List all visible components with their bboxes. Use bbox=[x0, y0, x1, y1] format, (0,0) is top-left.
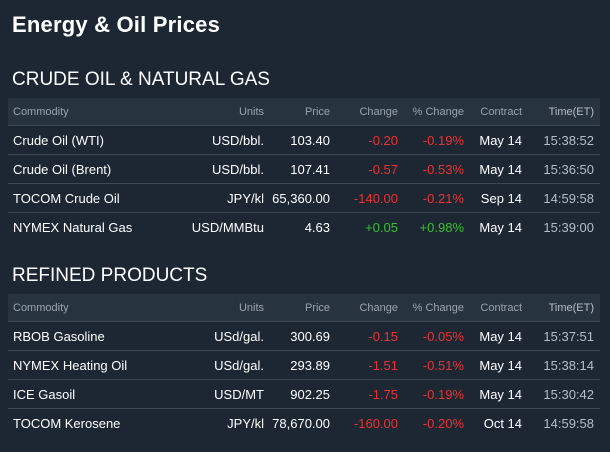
column-header-time[interactable]: Time(ET) bbox=[536, 294, 600, 322]
column-header-time[interactable]: Time(ET) bbox=[536, 98, 600, 126]
table-row[interactable]: ICE Gasoil USD/MT 902.25 -1.75 -0.19% May 14 1… bbox=[8, 379, 600, 409]
column-header-change[interactable]: Change bbox=[334, 98, 402, 126]
time-cell: 15:36:50 bbox=[536, 154, 600, 184]
pct-change-cell: -0.05% bbox=[402, 321, 468, 351]
contract-cell: Sep 14 bbox=[468, 183, 536, 213]
column-header-price[interactable]: Price bbox=[268, 294, 334, 322]
change-cell: -1.51 bbox=[334, 350, 402, 380]
price-cell: 103.40 bbox=[268, 125, 334, 155]
pct-change-cell: -0.21% bbox=[402, 183, 468, 213]
time-cell: 15:30:42 bbox=[536, 379, 600, 409]
contract-cell: May 14 bbox=[468, 212, 536, 241]
commodity-cell[interactable]: RBOB Gasoline bbox=[8, 321, 180, 351]
units-cell: USD/MMBtu bbox=[180, 212, 268, 241]
table-row[interactable]: Crude Oil (WTI) USD/bbl. 103.40 -0.20 -0.19%… bbox=[8, 125, 600, 155]
units-cell: USd/gal. bbox=[180, 350, 268, 380]
units-cell: USD/bbl. bbox=[180, 154, 268, 184]
table-row[interactable]: NYMEX Natural Gas USD/MMBtu 4.63 +0.05 +0.98… bbox=[8, 212, 600, 241]
crude-oil-natural-gas-table: Commodity Units Price Change % Change Co… bbox=[8, 98, 600, 241]
price-cell: 902.25 bbox=[268, 379, 334, 409]
price-cell: 78,670.00 bbox=[268, 408, 334, 437]
time-cell: 15:37:51 bbox=[536, 321, 600, 351]
table-header-row: Commodity Units Price Change % Change Co… bbox=[8, 294, 600, 322]
pct-change-cell: -0.20% bbox=[402, 408, 468, 437]
column-header-commodity[interactable]: Commodity bbox=[8, 294, 180, 322]
price-cell: 4.63 bbox=[268, 212, 334, 241]
price-cell: 300.69 bbox=[268, 321, 334, 351]
units-cell: USd/gal. bbox=[180, 321, 268, 351]
change-cell: -0.57 bbox=[334, 154, 402, 184]
change-cell: -160.00 bbox=[334, 408, 402, 437]
pct-change-cell: -0.51% bbox=[402, 350, 468, 380]
table-body: RBOB Gasoline USd/gal. 300.69 -0.15 -0.05% Ma… bbox=[8, 321, 600, 437]
table-row[interactable]: TOCOM Crude Oil JPY/kl 65,360.00 -140.00 -0.… bbox=[8, 183, 600, 213]
table-row[interactable]: TOCOM Kerosene JPY/kl 78,670.00 -160.00 -0.2… bbox=[8, 408, 600, 437]
pct-change-cell: -0.53% bbox=[402, 154, 468, 184]
contract-cell: May 14 bbox=[468, 125, 536, 155]
price-cell: 107.41 bbox=[268, 154, 334, 184]
column-header-contract[interactable]: Contract bbox=[468, 294, 536, 322]
pct-change-cell: +0.98% bbox=[402, 212, 468, 241]
commodity-cell[interactable]: Crude Oil (WTI) bbox=[8, 125, 180, 155]
time-cell: 14:59:58 bbox=[536, 183, 600, 213]
section-title-crude-oil-natural-gas: CRUDE OIL & NATURAL GAS bbox=[12, 69, 270, 90]
price-cell: 65,360.00 bbox=[268, 183, 334, 213]
column-header-price[interactable]: Price bbox=[268, 98, 334, 126]
commodity-cell[interactable]: NYMEX Heating Oil bbox=[8, 350, 180, 380]
commodity-cell[interactable]: TOCOM Crude Oil bbox=[8, 183, 180, 213]
page-title: Energy & Oil Prices bbox=[12, 12, 220, 37]
table-body: Crude Oil (WTI) USD/bbl. 103.40 -0.20 -0.19%… bbox=[8, 125, 600, 241]
contract-cell: May 14 bbox=[468, 321, 536, 351]
units-cell: USD/bbl. bbox=[180, 125, 268, 155]
contract-cell: May 14 bbox=[468, 350, 536, 380]
change-cell: -0.15 bbox=[334, 321, 402, 351]
units-cell: JPY/kl bbox=[180, 183, 268, 213]
contract-cell: May 14 bbox=[468, 379, 536, 409]
time-cell: 15:38:52 bbox=[536, 125, 600, 155]
commodity-cell[interactable]: TOCOM Kerosene bbox=[8, 408, 180, 437]
time-cell: 15:39:00 bbox=[536, 212, 600, 241]
table-row[interactable]: RBOB Gasoline USd/gal. 300.69 -0.15 -0.05% Ma… bbox=[8, 321, 600, 351]
commodity-cell[interactable]: NYMEX Natural Gas bbox=[8, 212, 180, 241]
change-cell: -1.75 bbox=[334, 379, 402, 409]
refined-products-table: Commodity Units Price Change % Change Co… bbox=[8, 294, 600, 437]
table-row[interactable]: NYMEX Heating Oil USd/gal. 293.89 -1.51 -0.5… bbox=[8, 350, 600, 380]
table-header-row: Commodity Units Price Change % Change Co… bbox=[8, 98, 600, 126]
column-header-contract[interactable]: Contract bbox=[468, 98, 536, 126]
pct-change-cell: -0.19% bbox=[402, 125, 468, 155]
contract-cell: May 14 bbox=[468, 154, 536, 184]
units-cell: USD/MT bbox=[180, 379, 268, 409]
contract-cell: Oct 14 bbox=[468, 408, 536, 437]
time-cell: 14:59:58 bbox=[536, 408, 600, 437]
column-header-units[interactable]: Units bbox=[180, 98, 268, 126]
column-header-pct-change[interactable]: % Change bbox=[402, 98, 468, 126]
change-cell: -140.00 bbox=[334, 183, 402, 213]
table-row[interactable]: Crude Oil (Brent) USD/bbl. 107.41 -0.57 -0.5… bbox=[8, 154, 600, 184]
column-header-units[interactable]: Units bbox=[180, 294, 268, 322]
column-header-pct-change[interactable]: % Change bbox=[402, 294, 468, 322]
column-header-commodity[interactable]: Commodity bbox=[8, 98, 180, 126]
commodity-cell[interactable]: ICE Gasoil bbox=[8, 379, 180, 409]
change-cell: +0.05 bbox=[334, 212, 402, 241]
time-cell: 15:38:14 bbox=[536, 350, 600, 380]
change-cell: -0.20 bbox=[334, 125, 402, 155]
price-cell: 293.89 bbox=[268, 350, 334, 380]
commodity-cell[interactable]: Crude Oil (Brent) bbox=[8, 154, 180, 184]
pct-change-cell: -0.19% bbox=[402, 379, 468, 409]
section-title-refined-products: REFINED PRODUCTS bbox=[12, 265, 208, 286]
column-header-change[interactable]: Change bbox=[334, 294, 402, 322]
units-cell: JPY/kl bbox=[180, 408, 268, 437]
